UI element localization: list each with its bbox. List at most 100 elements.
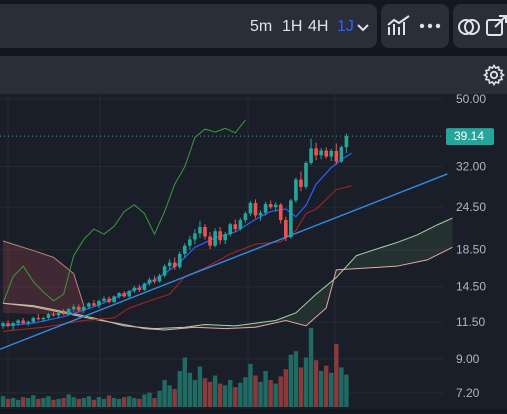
price-axis-label: 24.50 — [456, 200, 486, 214]
kijun-line — [2, 185, 352, 332]
candle-body — [208, 236, 212, 246]
candle-body — [97, 300, 101, 306]
compare-icon[interactable] — [457, 15, 481, 39]
candle-body — [26, 321, 31, 324]
candle-body — [1, 323, 5, 326]
candle-body — [147, 279, 152, 284]
candle-body — [142, 283, 147, 290]
timeframe-1j[interactable]: 1J — [337, 18, 354, 35]
volume-bar — [106, 395, 112, 407]
volume-bar — [293, 351, 299, 407]
volume-bar — [31, 395, 36, 407]
volume-bar — [334, 344, 339, 407]
candle-body — [152, 279, 157, 282]
tools-panel — [453, 4, 507, 48]
volume-bar — [278, 376, 283, 407]
volume-bar — [36, 398, 41, 407]
volume-bar — [122, 397, 127, 407]
candle-body — [314, 148, 318, 156]
lagging-span-line — [2, 119, 246, 304]
volume-bar — [197, 366, 203, 407]
candle-body — [233, 224, 238, 230]
candle-body — [177, 253, 182, 268]
candle-body — [284, 220, 288, 238]
volume-bar — [137, 398, 142, 407]
volume-bar — [223, 385, 228, 407]
volume-bar — [329, 372, 334, 407]
candle-body — [228, 224, 233, 235]
candle-body — [46, 314, 51, 318]
volume-bar — [76, 398, 81, 407]
volume-bar — [116, 398, 122, 407]
volume-bar — [207, 381, 213, 407]
trendline[interactable] — [0, 173, 448, 350]
candle-body — [273, 204, 278, 208]
volume-bar — [187, 372, 193, 407]
volume-bar — [21, 397, 26, 407]
candle-body — [92, 303, 96, 306]
price-chart[interactable]: 50.00 32.00 24.50 18.50 14.50 11.50 9.00 7.20 39… — [0, 92, 507, 409]
candle-body — [137, 287, 142, 290]
candle-body — [203, 226, 207, 237]
volume-bar — [238, 382, 243, 407]
candle-body — [41, 317, 46, 320]
candle-body — [319, 150, 323, 156]
volume-bar — [0, 396, 6, 407]
settings-gear-icon[interactable] — [483, 64, 505, 86]
candle-body — [299, 179, 303, 187]
candle-body — [51, 314, 56, 316]
candle-body — [263, 204, 268, 213]
candle-body — [167, 262, 172, 267]
volume-bar — [101, 398, 107, 407]
volume-bar — [51, 399, 56, 407]
candle-body — [223, 234, 227, 241]
candle-body — [238, 220, 243, 230]
volume-bar — [202, 378, 208, 407]
candle-body — [278, 204, 283, 221]
price-chart-canvas[interactable]: 50.00 32.00 24.50 18.50 14.50 11.50 9.00 7.20 39… — [0, 92, 507, 409]
volume-bar — [41, 398, 46, 407]
cloud-edge — [2, 240, 85, 306]
volume-bar — [288, 354, 294, 407]
price-axis-label: 32.00 — [456, 160, 486, 174]
more-icon[interactable] — [419, 23, 441, 29]
candle-body — [132, 287, 137, 291]
volume-bar — [217, 383, 223, 407]
chevron-down-icon[interactable] — [357, 23, 369, 33]
price-axis-label: 7.20 — [456, 386, 480, 400]
volume-bar — [243, 377, 248, 407]
indicators-panel — [381, 4, 449, 48]
candle-body — [21, 320, 25, 324]
candle-body — [324, 150, 328, 157]
volume-bar — [127, 396, 132, 407]
candle-body — [162, 266, 167, 276]
price-axis-label: 50.00 — [456, 94, 486, 106]
volume-bar — [182, 357, 187, 407]
volume-bar — [258, 381, 263, 407]
volume-bar — [273, 383, 278, 407]
volume-bar — [10, 398, 16, 407]
volume-bar — [26, 398, 31, 407]
candle-body — [61, 312, 66, 315]
candle-body — [243, 213, 248, 221]
candle-body — [102, 298, 106, 301]
candle-body — [289, 200, 293, 238]
volume-bar — [283, 369, 288, 407]
volume-bar — [268, 380, 273, 407]
candle-body — [56, 312, 61, 316]
volume-bar — [142, 394, 147, 407]
candle-body — [87, 303, 91, 307]
timeframe-4h[interactable]: 4H — [308, 18, 329, 35]
volume-bar — [132, 398, 137, 407]
timeframe-5m[interactable]: 5m — [250, 18, 273, 35]
volume-bar — [298, 367, 304, 407]
price-axis-label: 11.50 — [456, 315, 485, 329]
volume-bar — [228, 380, 233, 407]
indicators-icon[interactable] — [387, 15, 411, 37]
volume-bar — [344, 374, 349, 407]
external-window-icon[interactable] — [485, 14, 507, 38]
candle-body — [183, 245, 187, 254]
candle-body — [16, 320, 20, 324]
candle-body — [188, 239, 192, 246]
timeframe-1h[interactable]: 1H — [282, 18, 303, 35]
